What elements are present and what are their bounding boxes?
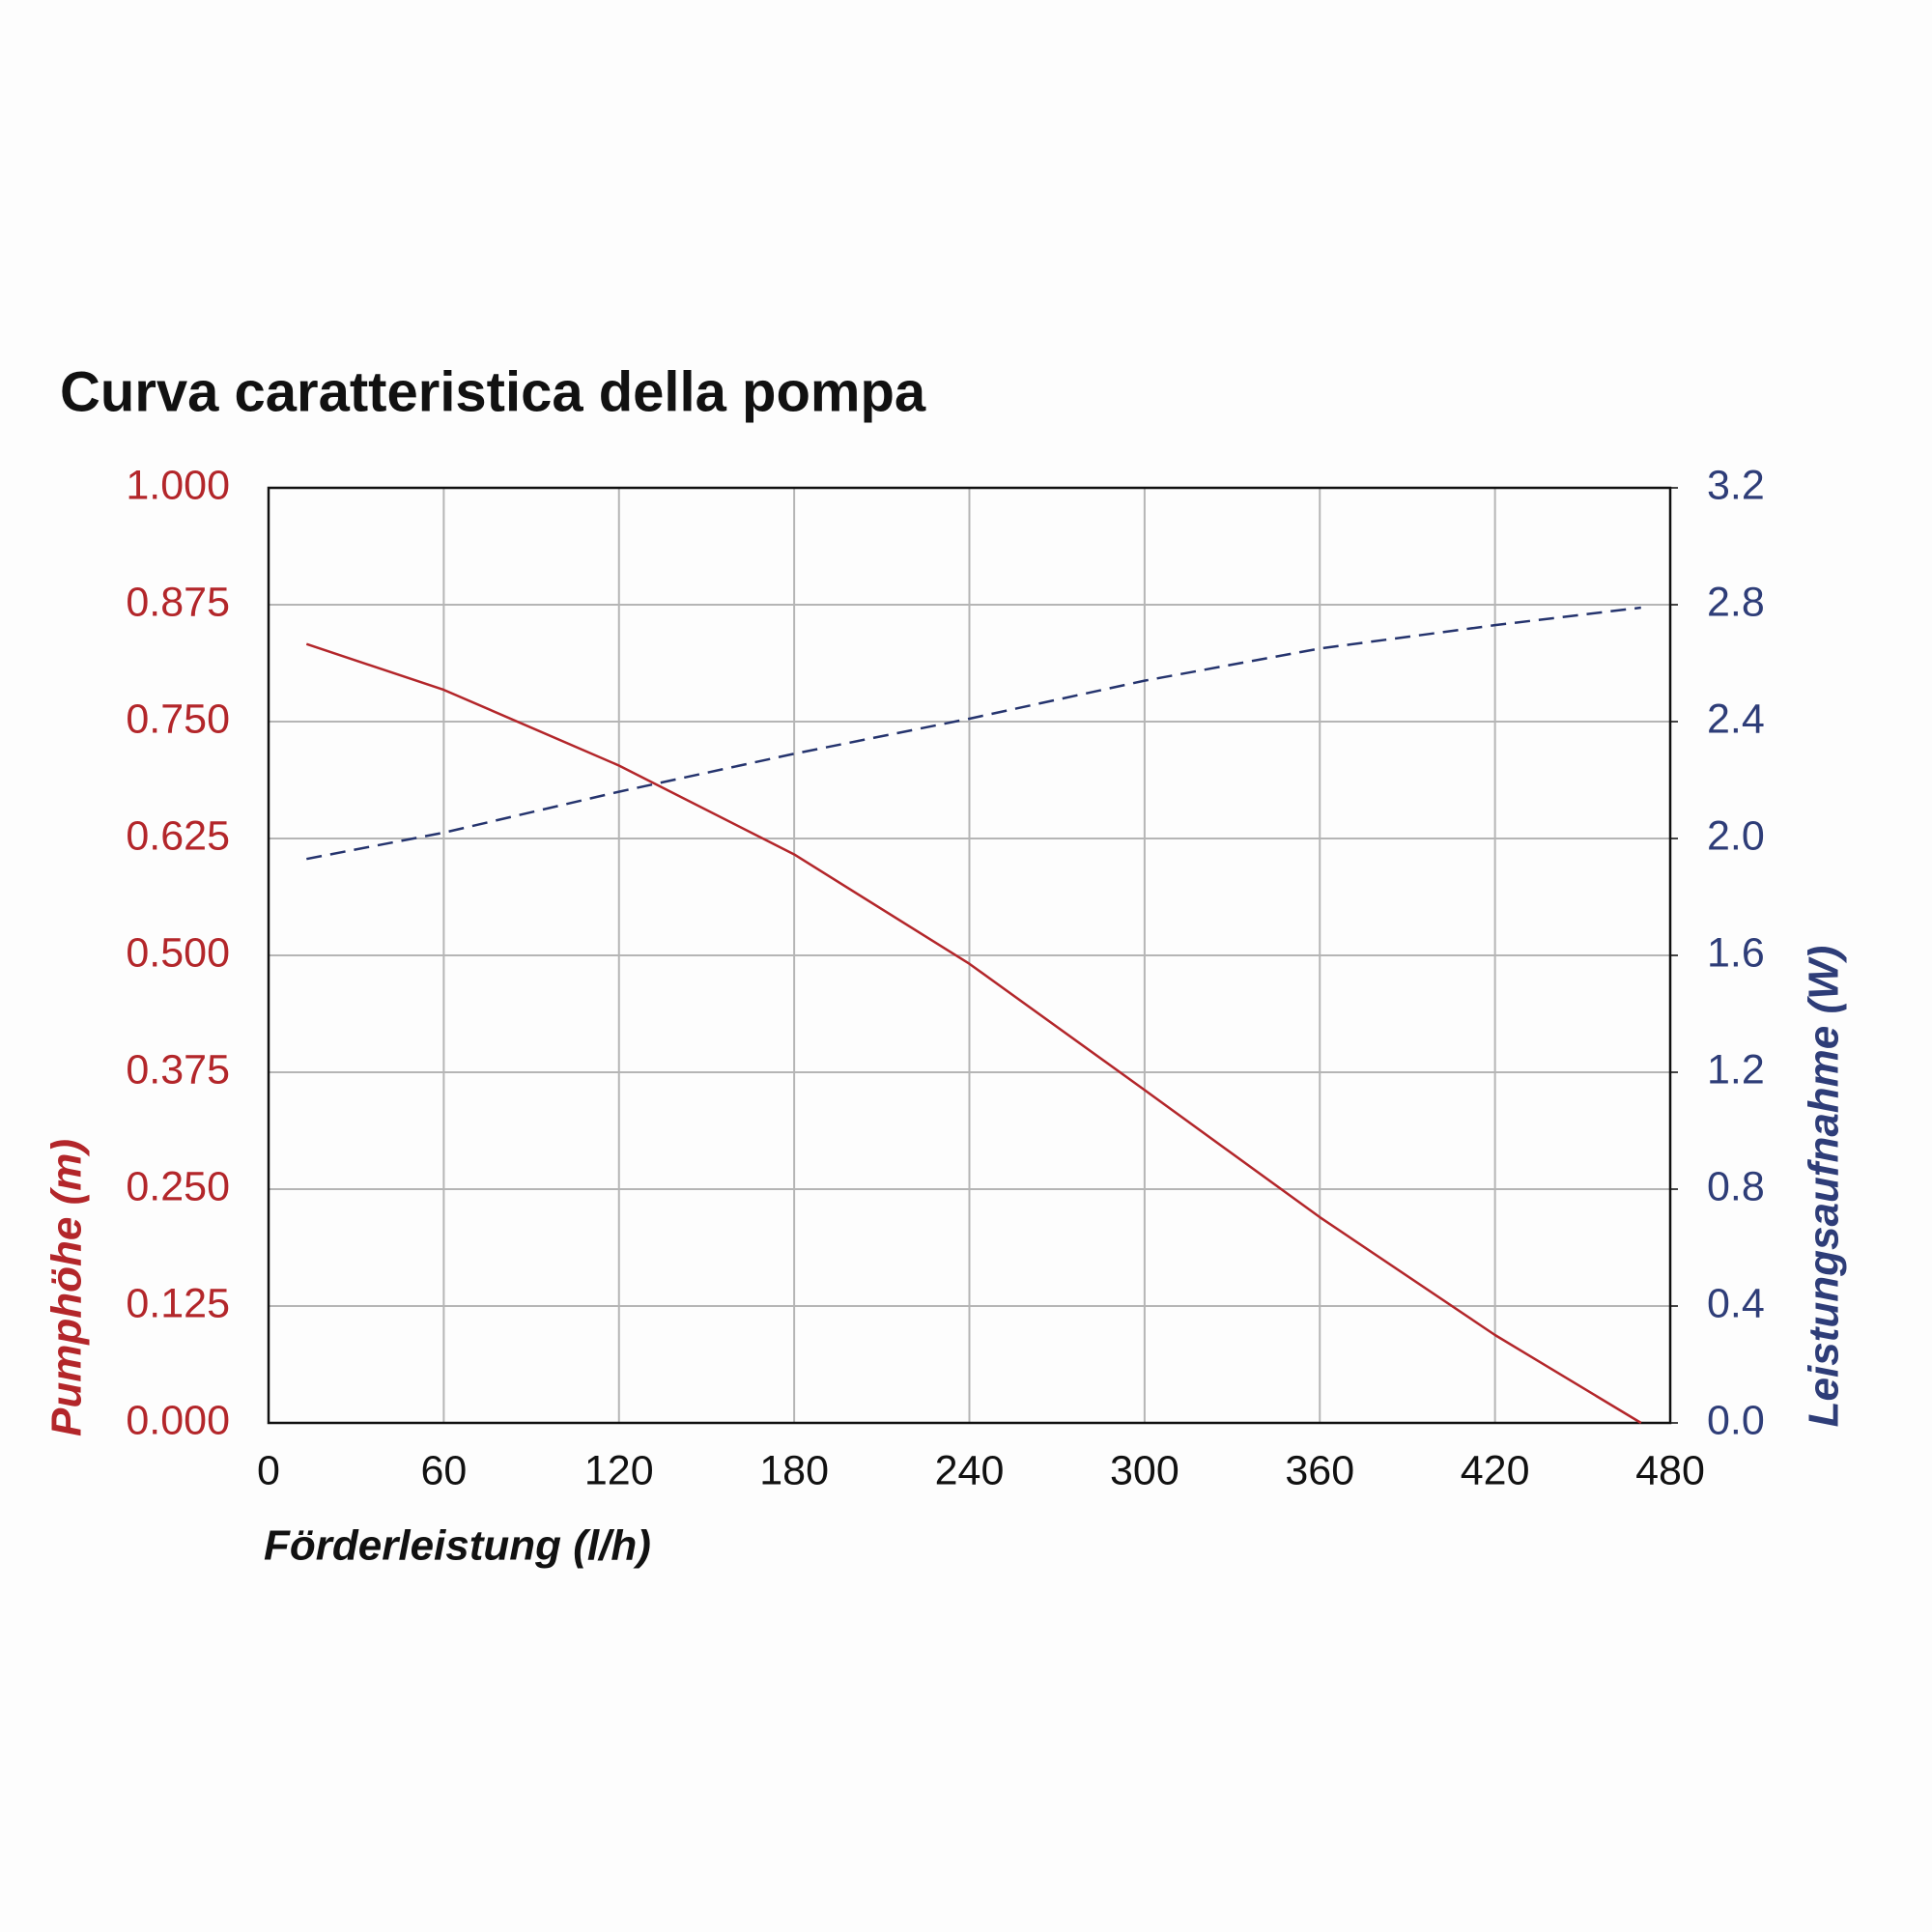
y2-tick-label: 0.4 [1707,1280,1765,1326]
y2-tick-label: 1.2 [1707,1046,1765,1093]
y-tick-label: 0.625 [126,812,230,859]
y-tick-label: 1.000 [126,462,230,508]
plot-frame [267,486,1672,1425]
y-tick-label: 0.250 [126,1163,230,1209]
x-tick-label: 60 [420,1447,467,1493]
y-tick-label: 0.875 [126,579,230,625]
y2-tick-label: 2.0 [1707,812,1765,859]
y2-tick-label: 1.6 [1707,929,1765,976]
x-tick-label: 240 [935,1447,1005,1493]
series-line [305,642,1642,1425]
series-line [306,606,1641,861]
x-tick-label: 180 [759,1447,829,1493]
x-axis-label: Förderleistung (l/h) [264,1522,651,1570]
y-tick-label: 0.375 [126,1046,230,1093]
x-tick-label: 360 [1285,1447,1354,1493]
y2-tick-label: 3.2 [1707,462,1765,508]
x-tick-label: 300 [1110,1447,1179,1493]
y-tick-label: 0.125 [126,1280,230,1326]
y2-axis-label: Leistungsaufnahme (W) [1801,946,1848,1428]
y2-tick-label: 2.8 [1707,579,1765,625]
x-tick-label: 480 [1635,1447,1705,1493]
y2-tick-label: 2.4 [1707,696,1765,742]
x-tick-label: 0 [257,1447,280,1493]
x-tick-label: 420 [1461,1447,1530,1493]
x-tick-label: 120 [584,1447,654,1493]
chart-title: Curva caratteristica della pompa [60,360,926,423]
y-axis-label: Pumphöhe (m) [43,1139,91,1436]
y2-tick-label: 0.0 [1707,1397,1765,1443]
y-tick-label: 0.000 [126,1397,230,1443]
y-tick-label: 0.500 [126,929,230,976]
y-tick-label: 0.750 [126,696,230,742]
y2-tick-label: 0.8 [1707,1163,1765,1209]
